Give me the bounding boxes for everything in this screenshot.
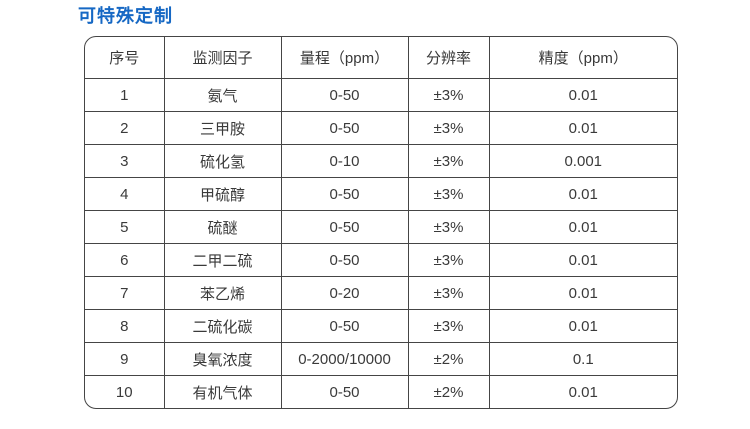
table-row: 1 氨气 0-50 ±3% 0.01 [85, 78, 677, 112]
table-row: 9 臭氧浓度 0-2000/10000 ±2% 0.1 [85, 342, 677, 376]
cell-factor: 三甲胺 [164, 111, 282, 145]
cell-resolution: ±2% [408, 342, 490, 376]
cell-factor: 硫化氢 [164, 144, 282, 178]
cell-range: 0-50 [281, 177, 409, 211]
cell-factor: 有机气体 [164, 375, 282, 408]
cell-resolution: ±3% [408, 177, 490, 211]
column-header-index: 序号 [85, 37, 165, 79]
spec-table: 序号 监测因子 量程（ppm） 分辨率 精度（ppm） 1 氨气 0-50 ±3… [84, 36, 678, 409]
cell-resolution: ±3% [408, 78, 490, 112]
cell-factor: 硫醚 [164, 210, 282, 244]
cell-precision: 0.01 [489, 210, 677, 244]
cell-precision: 0.1 [489, 342, 677, 376]
cell-index: 3 [85, 144, 165, 178]
cell-index: 9 [85, 342, 165, 376]
cell-precision: 0.01 [489, 243, 677, 277]
cell-index: 2 [85, 111, 165, 145]
cell-resolution: ±3% [408, 144, 490, 178]
table-row: 4 甲硫醇 0-50 ±3% 0.01 [85, 177, 677, 211]
cell-range: 0-2000/10000 [281, 342, 409, 376]
cell-range: 0-50 [281, 210, 409, 244]
cell-precision: 0.01 [489, 78, 677, 112]
cell-factor: 甲硫醇 [164, 177, 282, 211]
table-row: 10 有机气体 0-50 ±2% 0.01 [85, 375, 677, 408]
cell-factor: 臭氧浓度 [164, 342, 282, 376]
cell-range: 0-10 [281, 144, 409, 178]
cell-range: 0-50 [281, 111, 409, 145]
cell-resolution: ±2% [408, 375, 490, 408]
table-row: 6 二甲二硫 0-50 ±3% 0.01 [85, 243, 677, 277]
cell-precision: 0.01 [489, 276, 677, 310]
table-row: 2 三甲胺 0-50 ±3% 0.01 [85, 111, 677, 145]
cell-factor: 二甲二硫 [164, 243, 282, 277]
table-row: 3 硫化氢 0-10 ±3% 0.001 [85, 144, 677, 178]
table-row: 7 苯乙烯 0-20 ±3% 0.01 [85, 276, 677, 310]
cell-resolution: ±3% [408, 309, 490, 343]
cell-factor: 氨气 [164, 78, 282, 112]
cell-index: 6 [85, 243, 165, 277]
cell-precision: 0.01 [489, 177, 677, 211]
column-header-range: 量程（ppm） [281, 37, 409, 79]
column-header-resolution: 分辨率 [408, 37, 490, 79]
page-title: 可特殊定制 [78, 6, 173, 26]
cell-precision: 0.01 [568, 383, 598, 401]
cell-factor: 苯乙烯 [164, 276, 282, 310]
monitoring-factors-table: 序号 监测因子 量程（ppm） 分辨率 精度（ppm） 1 氨气 0-50 ±3… [85, 37, 677, 408]
table-row: 5 硫醚 0-50 ±3% 0.01 [85, 210, 677, 244]
cell-factor: 二硫化碳 [164, 309, 282, 343]
cell-resolution: ±3% [408, 111, 490, 145]
table-header-row: 序号 监测因子 量程（ppm） 分辨率 精度（ppm） [85, 37, 677, 79]
cell-index: 5 [85, 210, 165, 244]
cell-precision: 0.01 [489, 111, 677, 145]
table-row: 8 二硫化碳 0-50 ±3% 0.01 [85, 309, 677, 343]
cell-range: 0-20 [281, 276, 409, 310]
cell-range: 0-50 [281, 243, 409, 277]
column-header-factor: 监测因子 [164, 37, 282, 79]
cell-resolution: ±3% [408, 276, 490, 310]
cell-resolution: ±3% [408, 210, 490, 244]
cell-index: 1 [85, 78, 165, 112]
cell-precision: 0.001 [489, 144, 677, 178]
cell-index: 7 [85, 276, 165, 310]
cell-precision: 0.01 [489, 309, 677, 343]
cell-index: 4 [85, 177, 165, 211]
column-header-precision: 精度（ppm） [489, 37, 677, 79]
cell-range: 0-50 [281, 309, 409, 343]
cell-index: 8 [85, 309, 165, 343]
cell-range: 0-50 [281, 375, 409, 408]
cell-index: 10 [85, 375, 165, 408]
cell-resolution: ±3% [408, 243, 490, 277]
cell-range: 0-50 [281, 78, 409, 112]
